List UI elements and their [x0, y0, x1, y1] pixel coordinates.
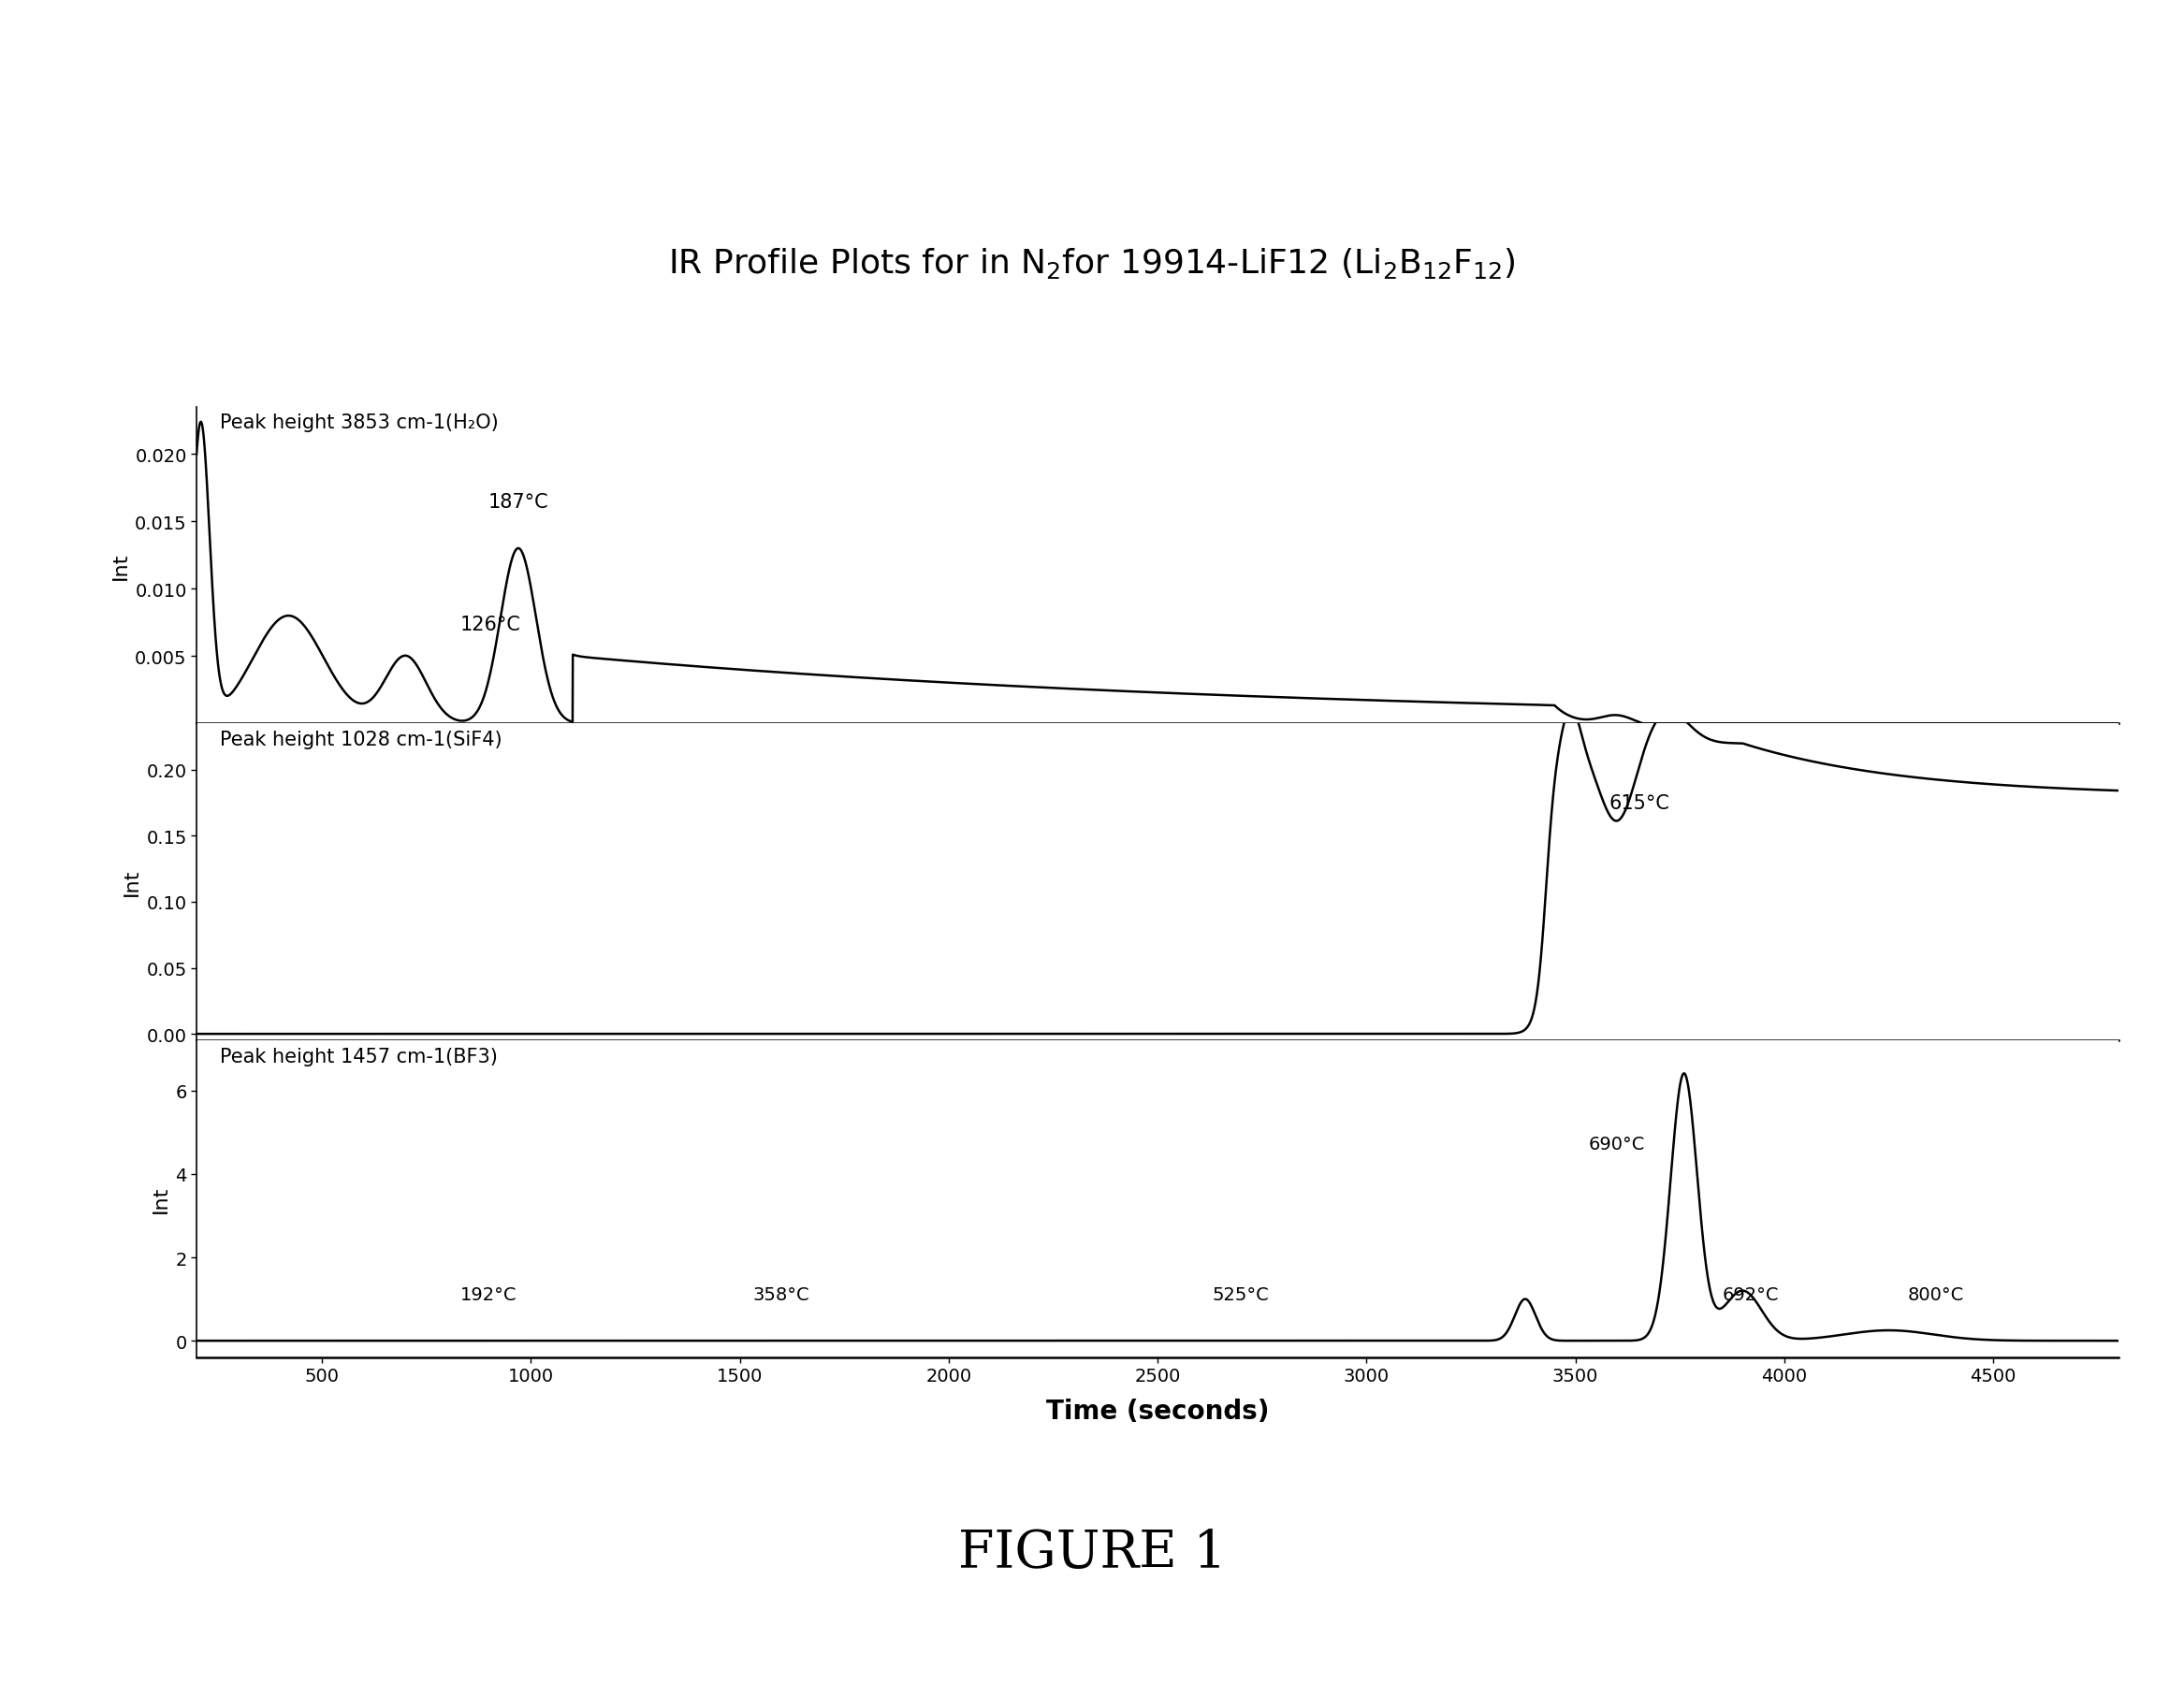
Text: 692°C: 692°C	[1723, 1285, 1780, 1303]
Text: 615°C: 615°C	[1610, 794, 1669, 813]
Y-axis label: Int: Int	[111, 552, 129, 579]
Text: 358°C: 358°C	[753, 1285, 810, 1303]
Text: 800°C: 800°C	[1907, 1285, 1963, 1303]
Text: 187°C: 187°C	[487, 492, 548, 511]
Text: FIGURE 1: FIGURE 1	[959, 1527, 1225, 1578]
Text: IR Profile Plots for in N$_2$for 19914-LiF12 (Li$_2$B$_{12}$F$_{12}$): IR Profile Plots for in N$_2$for 19914-L…	[668, 246, 1516, 280]
Y-axis label: Int: Int	[151, 1186, 170, 1213]
Text: 525°C: 525°C	[1212, 1285, 1269, 1303]
Text: Peak height 1457 cm-1(BF3): Peak height 1457 cm-1(BF3)	[221, 1047, 498, 1066]
Text: 690°C: 690°C	[1590, 1135, 1645, 1152]
X-axis label: Time (seconds): Time (seconds)	[1046, 1398, 1269, 1424]
Text: 192°C: 192°C	[461, 1285, 518, 1303]
Y-axis label: Int: Int	[122, 869, 142, 896]
Text: Peak height 3853 cm-1(H₂O): Peak height 3853 cm-1(H₂O)	[221, 414, 498, 433]
Text: Peak height 1028 cm-1(SiF4): Peak height 1028 cm-1(SiF4)	[221, 730, 502, 748]
Text: 126°C: 126°C	[461, 614, 520, 633]
